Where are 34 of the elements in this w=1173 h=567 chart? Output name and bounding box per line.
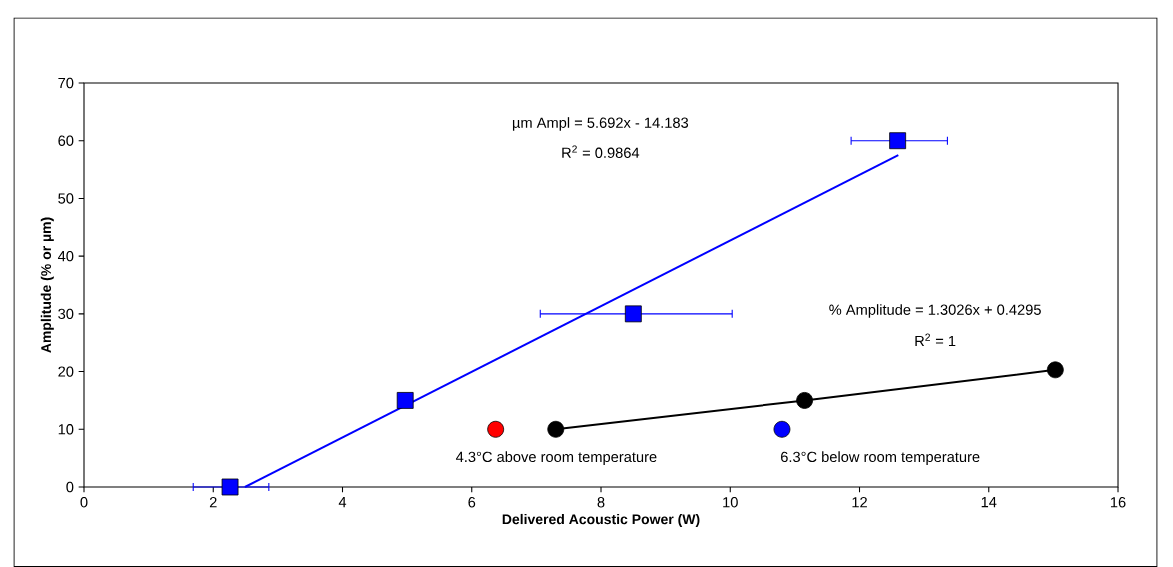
point [547,420,565,438]
point [773,420,791,438]
x-tick-label: 16 [1110,497,1126,508]
point [796,392,813,409]
y-tick-label: 30 [58,308,74,320]
y-axis-title: Amplitude (% or µm) [40,217,54,353]
annotation: R$^{2}$ = 1 [915,333,956,347]
point [1046,361,1064,379]
x-tick-label: 4 [338,497,347,508]
x-tick-label: 14 [981,497,997,508]
y-tick-label: 10 [58,424,74,435]
annotation: 6.3°C below room temperature [781,451,980,465]
x-tick-label: 2 [209,497,217,508]
x-axis-title: Delivered Acoustic Power (W) [502,513,700,527]
annotation: R$^{2}$ = 0.9864 [562,145,640,158]
annotation: 4.3°C above room temperature [455,451,657,465]
point [221,478,239,496]
annotation: µm Ampl = 5.692x - 14.183 [512,117,689,131]
x-tick-label: 8 [597,497,605,508]
y-tick-label: 40 [57,250,74,262]
annotation: % Amplitude = 1.3026x + 0.4295 [829,304,1041,318]
y-tick-label: 0 [66,481,74,493]
y-tick-label: 20 [58,366,74,377]
x-tick-label: 6 [468,497,476,508]
y-tick-label: 70 [58,77,74,89]
point [624,305,642,323]
x-tick-label: 0 [80,497,88,508]
x-tick-label: 10 [723,497,738,508]
x-tick-label: 12 [852,497,867,508]
point [396,392,414,409]
y-tick-label: 60 [58,135,74,146]
point [889,132,907,150]
y-tick-label: 50 [58,193,74,204]
point [487,420,505,438]
